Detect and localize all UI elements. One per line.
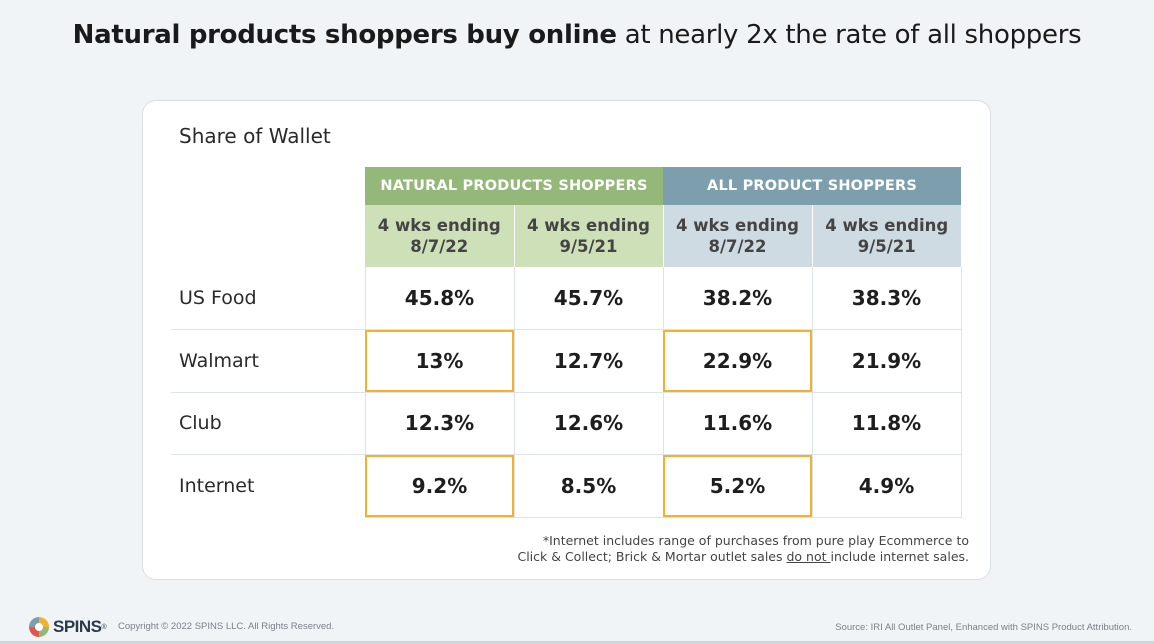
footnote-line2-pre: Click & Collect; Brick & Mortar outlet s… (517, 549, 787, 564)
period-line2: 8/7/22 (410, 237, 469, 256)
period-line1: 4 wks ending (825, 216, 949, 235)
table-row: Internet 9.2% 8.5% 5.2% 4.9% (171, 454, 962, 518)
table-cell: 21.9% (812, 329, 962, 393)
headline: Natural products shoppers buy online at … (0, 20, 1154, 50)
logo-text: SPINS (53, 617, 102, 636)
card-title: Share of Wallet (179, 124, 331, 148)
table-cell: 12.3% (364, 392, 515, 455)
period-line2: 9/5/21 (857, 237, 916, 256)
highlighted-cell: 5.2% (663, 454, 813, 518)
group-header-row: NATURAL PRODUCTS SHOPPERS ALL PRODUCT SH… (171, 167, 961, 205)
row-label: Internet (179, 475, 255, 497)
table-cell: 12.7% (514, 329, 664, 393)
table-cell: 4.9% (812, 454, 962, 518)
period-header: 4 wks ending 9/5/21 (514, 205, 664, 267)
highlighted-cell: 9.2% (364, 454, 515, 518)
period-line1: 4 wks ending (527, 216, 650, 235)
table-cell: 38.3% (812, 267, 962, 330)
share-of-wallet-table: NATURAL PRODUCTS SHOPPERS ALL PRODUCT SH… (171, 167, 962, 518)
table-cell: 11.8% (812, 392, 962, 455)
table-cell: 11.6% (663, 392, 813, 455)
period-header-row: 4 wks ending 8/7/22 4 wks ending 9/5/21 … (171, 205, 961, 267)
share-of-wallet-card: Share of Wallet NATURAL PRODUCTS SHOPPER… (142, 100, 991, 580)
table-row: US Food 45.8% 45.7% 38.2% 38.3% (171, 267, 962, 330)
period-line1: 4 wks ending (676, 216, 799, 235)
spins-logo-icon (29, 617, 49, 637)
headline-bold: Natural products shoppers buy online (72, 20, 617, 50)
footnote: *Internet includes range of purchases fr… (517, 533, 969, 565)
table-cell: 45.8% (364, 267, 515, 330)
bottom-divider (0, 641, 1154, 644)
group-header-natural: NATURAL PRODUCTS SHOPPERS (365, 167, 663, 205)
period-line1: 4 wks ending (377, 216, 501, 235)
copyright: Copyright © 2022 SPINS LLC. All Rights R… (118, 621, 335, 632)
period-line2: 9/5/21 (559, 237, 618, 256)
empty-corner (171, 167, 365, 205)
table-row: Club 12.3% 12.6% 11.6% 11.8% (171, 392, 962, 455)
row-label: Club (171, 392, 365, 455)
source-note: Source: IRI All Outlet Panel, Enhanced w… (835, 622, 1132, 633)
footnote-line1: *Internet includes range of purchases fr… (542, 533, 969, 548)
period-line2: 8/7/22 (708, 237, 767, 256)
table-cell: 38.2% (663, 267, 813, 330)
table-cell: 8.5% (514, 454, 664, 518)
period-header: 4 wks ending 8/7/22 (663, 205, 813, 267)
row-label: Walmart (171, 329, 365, 393)
logo-trademark: ® (101, 623, 107, 631)
period-header: 4 wks ending 9/5/21 (812, 205, 961, 267)
footnote-line2-post: include internet sales. (830, 549, 969, 564)
footnote-line2: Click & Collect; Brick & Mortar outlet s… (517, 549, 969, 565)
highlighted-cell: 22.9% (663, 329, 813, 393)
highlighted-cell: 13% (364, 329, 515, 393)
row-label: US Food (171, 267, 365, 330)
spins-logo: SPINS ® (28, 616, 107, 638)
table-cell: 12.6% (514, 392, 664, 455)
table-row: Walmart 13% 12.7% 22.9% 21.9% (171, 329, 962, 393)
headline-regular: at nearly 2x the rate of all shoppers (616, 20, 1082, 50)
footnote-underline: do not (786, 549, 831, 564)
period-header: 4 wks ending 8/7/22 (365, 205, 515, 267)
table-cell: 45.7% (514, 267, 664, 330)
group-header-all: ALL PRODUCT SHOPPERS (663, 167, 961, 205)
empty-corner (171, 205, 365, 267)
